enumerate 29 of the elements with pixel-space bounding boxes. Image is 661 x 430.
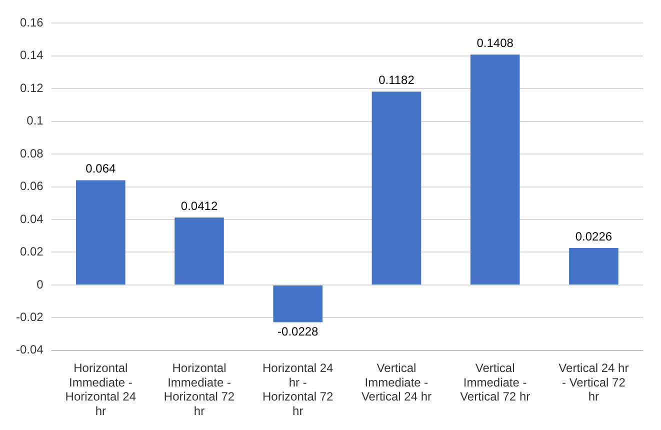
x-tick-label: Horizontal Immediate - Horizontal 24 hr — [65, 360, 136, 418]
y-tick-label: -0.02 — [16, 310, 44, 324]
data-label: 0.1408 — [476, 36, 514, 50]
data-label: 0.1182 — [378, 72, 415, 87]
x-tick-label: Vertical Immediate - Vertical 24 hr — [361, 360, 432, 404]
bar — [76, 180, 126, 284]
bar — [372, 92, 422, 284]
bar — [470, 54, 520, 284]
data-label: 0.0412 — [180, 198, 218, 213]
bar — [273, 285, 323, 322]
data-label: 0.064 — [86, 162, 116, 176]
y-tick-label: 0.06 — [20, 179, 44, 194]
y-tick-label: 0.14 — [20, 48, 44, 62]
y-tick-label: 0.12 — [20, 80, 44, 95]
x-tick-label: Horizontal 24 hr - Horizontal 72 hr — [262, 360, 334, 418]
y-tick-label: 0.02 — [20, 244, 44, 259]
x-tick-label: Horizontal Immediate - Horizontal 72 hr — [164, 360, 235, 418]
y-tick-label: -0.04 — [16, 342, 44, 357]
bar — [174, 218, 224, 284]
y-tick-label: 0 — [36, 277, 44, 292]
data-label: -0.0228 — [278, 324, 319, 339]
y-tick-label: 0.04 — [20, 212, 44, 226]
data-label: 0.0226 — [575, 229, 612, 244]
y-tick-label: 0.1 — [26, 114, 44, 128]
x-tick-label: Vertical Immediate - Vertical 72 hr — [460, 360, 530, 404]
x-tick-label: Vertical 24 hr - Vertical 72 hr — [558, 360, 629, 404]
y-tick-label: 0.16 — [20, 16, 44, 30]
y-tick-label: 0.08 — [20, 146, 44, 160]
bar — [569, 248, 618, 284]
